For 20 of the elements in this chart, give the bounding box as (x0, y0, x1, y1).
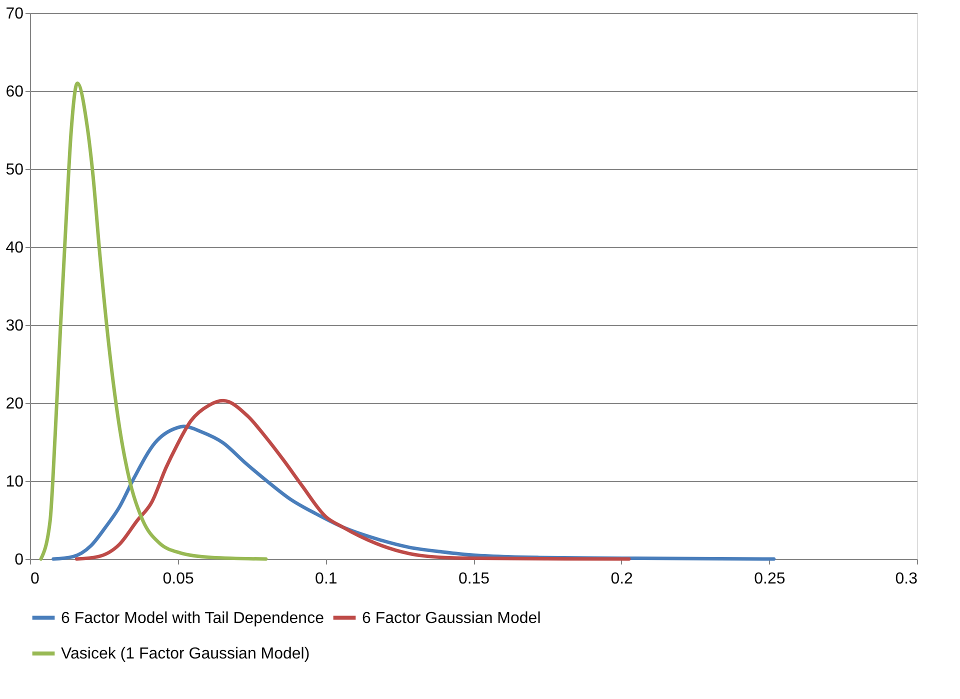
x-tick-label: 0.05 (162, 570, 194, 588)
legend-label: Vasicek (1 Factor Gaussian Model) (61, 646, 310, 662)
x-tick-label: 0.1 (315, 570, 338, 588)
y-tick-label: 40 (6, 240, 24, 256)
line-series (39, 81, 268, 561)
y-tick-label: 70 (6, 6, 24, 22)
x-tick-label: 0 (30, 570, 40, 588)
legend-label: 6 Factor Gaussian Model (362, 610, 541, 627)
x-tick-label: 0.25 (754, 570, 786, 588)
y-tick-label: 20 (6, 396, 24, 412)
y-tick-label: 50 (6, 162, 24, 178)
x-tick-label: 0.2 (610, 570, 634, 588)
line-series (74, 398, 631, 561)
x-tick-label: 0.3 (895, 570, 918, 588)
y-tick-label: 0 (14, 552, 24, 568)
y-tick-label: 10 (6, 474, 24, 490)
y-tick-label: 60 (6, 84, 24, 100)
legend-label: 6 Factor Model with Tail Dependence (61, 610, 324, 627)
x-tick-label: 0.15 (458, 570, 490, 588)
y-tick-label: 30 (6, 318, 24, 334)
